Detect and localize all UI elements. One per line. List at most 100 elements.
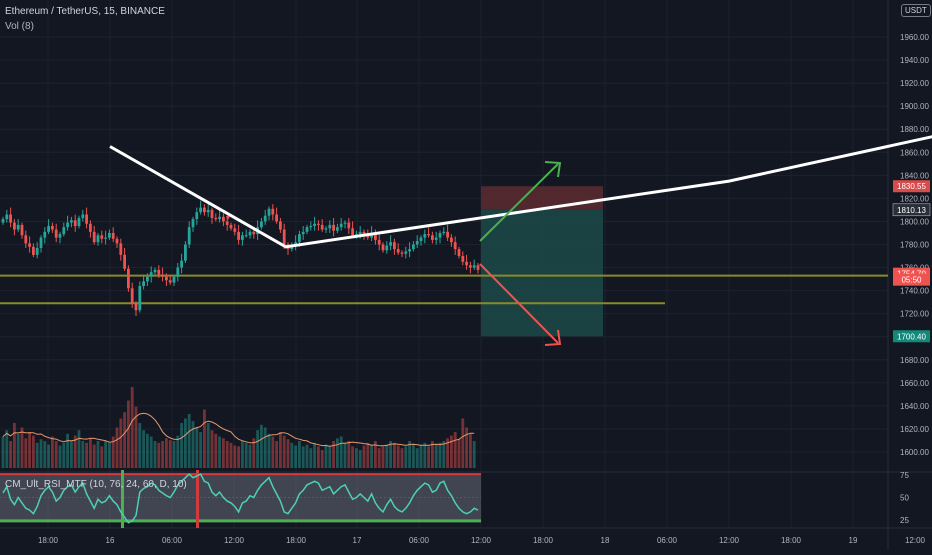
candle-body bbox=[111, 232, 115, 239]
candle-body bbox=[123, 254, 126, 269]
candle-body bbox=[73, 220, 77, 227]
price-tick-label: 1740.00 bbox=[900, 287, 929, 296]
volume-bar bbox=[427, 446, 430, 468]
price-tick-label: 1820.00 bbox=[900, 194, 929, 203]
candle-body bbox=[225, 221, 229, 225]
volume-bar bbox=[237, 446, 240, 468]
volume-bar bbox=[415, 448, 419, 468]
candle-body bbox=[328, 224, 332, 229]
price-tag-stop bbox=[893, 180, 930, 193]
volume-bar bbox=[153, 441, 157, 468]
candle-body bbox=[275, 214, 278, 222]
volume-bar bbox=[85, 442, 88, 468]
volume-bar bbox=[138, 423, 142, 468]
candle-body bbox=[134, 303, 138, 311]
candle-body bbox=[153, 269, 157, 273]
candle-body bbox=[355, 234, 358, 236]
price-tick-label: 1780.00 bbox=[900, 241, 929, 250]
candle-body bbox=[81, 214, 85, 218]
volume-bar bbox=[469, 433, 472, 468]
time-tick-label: 18:00 bbox=[286, 536, 307, 545]
candle-body bbox=[465, 261, 468, 266]
candle-body bbox=[347, 222, 351, 229]
candle-body bbox=[241, 235, 244, 240]
volume-bar bbox=[256, 430, 259, 468]
candle-body bbox=[5, 214, 9, 220]
candle-body bbox=[203, 207, 206, 213]
price-tag-label: 1810.13 bbox=[897, 206, 926, 215]
volume-bar bbox=[157, 442, 161, 468]
volume-bar bbox=[434, 444, 438, 468]
grid-lines bbox=[0, 0, 888, 528]
volume-bar bbox=[419, 445, 423, 468]
rsi-signal-bar bbox=[196, 470, 199, 528]
rsi-legend[interactable]: CM_Ult_RSI_MTF (10, 76, 24, 60, D, 10) bbox=[5, 479, 187, 490]
candle-body bbox=[385, 245, 389, 251]
candle-body bbox=[374, 232, 377, 240]
volume-bar bbox=[446, 438, 449, 468]
candle-body bbox=[222, 216, 225, 222]
candle-body bbox=[161, 274, 164, 277]
candle-body bbox=[77, 217, 81, 227]
candle-body bbox=[351, 228, 354, 236]
volume-bar bbox=[472, 441, 476, 468]
volume-bar bbox=[130, 387, 134, 468]
candle-body bbox=[149, 272, 153, 277]
candlesticks bbox=[1, 200, 480, 316]
volume-bar bbox=[39, 439, 43, 468]
volume-bar bbox=[438, 442, 442, 468]
candle-body bbox=[16, 224, 20, 230]
symbol-legend[interactable]: Ethereum / TetherUS, 15, BINANCE bbox=[5, 6, 165, 17]
time-tick-label: 12:00 bbox=[905, 536, 926, 545]
candle-body bbox=[282, 229, 286, 245]
volume-bar bbox=[301, 446, 305, 468]
time-tick-label: 17 bbox=[353, 536, 362, 545]
volume-bar bbox=[290, 442, 294, 468]
price-tick-label: 1720.00 bbox=[900, 310, 929, 319]
candle-body bbox=[313, 223, 316, 227]
volume-bar bbox=[317, 446, 320, 468]
candle-body bbox=[324, 228, 328, 230]
volume-bar bbox=[203, 409, 206, 468]
candle-body bbox=[332, 224, 335, 231]
volume-bar bbox=[362, 445, 366, 468]
candle-body bbox=[119, 243, 123, 255]
candle-body bbox=[309, 226, 313, 228]
candle-body bbox=[24, 235, 28, 244]
volume-bar bbox=[355, 448, 358, 468]
volume-bar bbox=[51, 436, 54, 468]
candle-body bbox=[127, 268, 130, 289]
volume-bar bbox=[279, 432, 282, 468]
volume-bar bbox=[271, 436, 275, 468]
candle-body bbox=[290, 246, 294, 250]
rsi-panel bbox=[0, 470, 481, 528]
volume-bar bbox=[412, 444, 415, 468]
volume-bar bbox=[214, 433, 218, 468]
volume-bar bbox=[339, 436, 343, 468]
candle-body bbox=[43, 231, 47, 238]
volume-bar bbox=[43, 441, 47, 468]
candle-body bbox=[476, 265, 480, 270]
candle-body bbox=[1, 219, 5, 223]
candle-body bbox=[339, 223, 343, 228]
price-tick-label: 1960.00 bbox=[900, 33, 929, 42]
volume-bar bbox=[100, 446, 104, 468]
arrow-down-line bbox=[479, 263, 559, 344]
volume-bar bbox=[313, 442, 316, 468]
volume-bar bbox=[267, 433, 271, 468]
volume-bar bbox=[400, 448, 404, 468]
time-tick-label: 18:00 bbox=[38, 536, 59, 545]
currency-selector[interactable]: USDT bbox=[901, 4, 931, 17]
volume-bar bbox=[58, 445, 62, 468]
volume-legend[interactable]: Vol (8) bbox=[5, 21, 34, 32]
candle-body bbox=[89, 223, 92, 232]
volume-bar bbox=[328, 446, 332, 468]
candle-body bbox=[469, 265, 472, 268]
volume-bar bbox=[187, 414, 191, 468]
volume-bar bbox=[393, 442, 396, 468]
candle-body bbox=[400, 252, 404, 254]
candle-body bbox=[58, 234, 62, 238]
volume-bar bbox=[142, 430, 145, 468]
